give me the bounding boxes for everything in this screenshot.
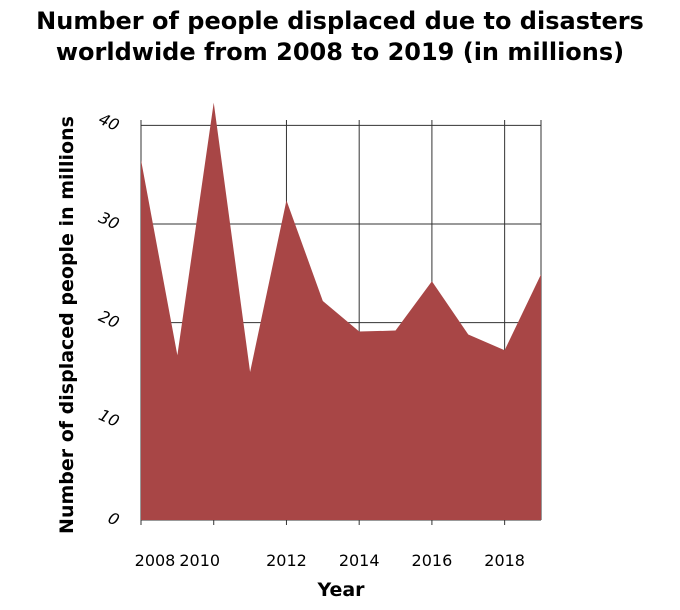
y-tick-label: 20 [96, 306, 122, 332]
x-axis-ticks: 2008 2010 2012 2014 2016 2018 [135, 520, 525, 570]
x-tick-label: 2010 [179, 551, 220, 570]
chart-title-line-1: Number of people displaced due to disast… [36, 7, 644, 35]
x-tick-label: 2008 [135, 551, 176, 570]
x-tick-label: 2018 [484, 551, 525, 570]
y-tick-label: 40 [96, 109, 122, 135]
x-tick-label: 2016 [412, 551, 453, 570]
y-axis-label: Number of displaced people in millions [56, 116, 78, 534]
y-axis-ticks: 0 10 20 30 40 [96, 109, 122, 529]
x-tick-label: 2014 [339, 551, 380, 570]
y-tick-label: 10 [96, 405, 122, 431]
chart-title-line-2: worldwide from 2008 to 2019 (in millions… [55, 38, 625, 66]
chart-title: Number of people displaced due to disast… [0, 6, 680, 68]
area-series [141, 102, 541, 520]
x-tick-label: 2012 [266, 551, 307, 570]
y-tick-label: 30 [96, 208, 122, 234]
y-tick-label: 0 [105, 508, 122, 530]
x-axis-label: Year [316, 579, 365, 601]
